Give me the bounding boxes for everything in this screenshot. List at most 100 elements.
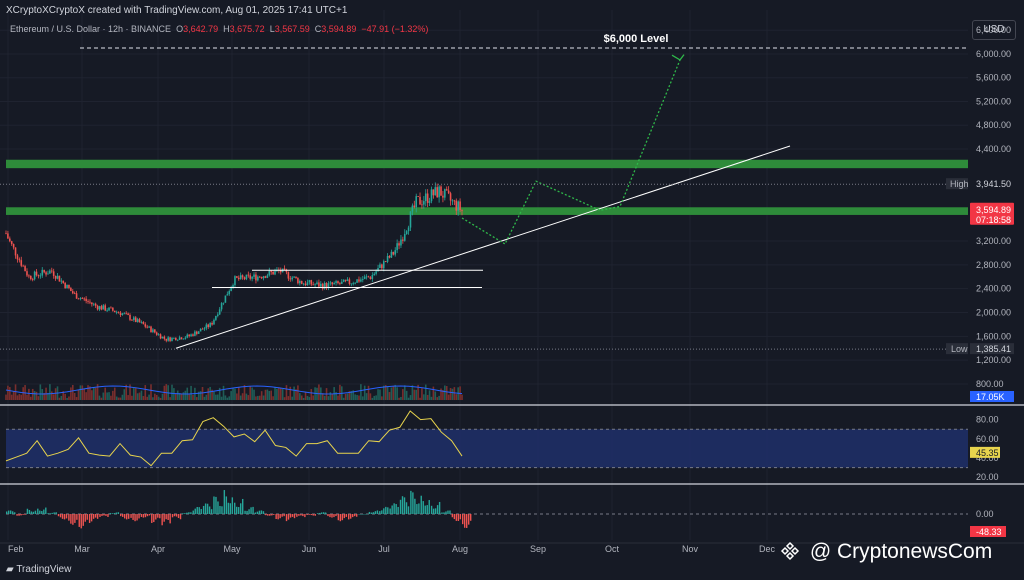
volume-bar bbox=[346, 393, 349, 400]
candle-body bbox=[98, 306, 101, 310]
currency-button[interactable]: USD bbox=[972, 20, 1016, 40]
volume-bar bbox=[388, 392, 391, 400]
volume-bar bbox=[270, 390, 273, 400]
momentum-bar bbox=[289, 514, 292, 518]
momentum-bar bbox=[457, 514, 460, 521]
symbol-title[interactable]: Ethereum / U.S. Dollar · 12h · BINANCE bbox=[10, 24, 172, 34]
trendline bbox=[175, 145, 791, 349]
candle-body bbox=[47, 273, 49, 275]
volume-bar bbox=[197, 391, 200, 400]
volume-bar bbox=[106, 392, 108, 400]
volume-bar bbox=[70, 387, 72, 400]
candle-body bbox=[207, 324, 210, 328]
candle-body bbox=[251, 276, 253, 279]
close-value: 3,594.89 bbox=[321, 24, 357, 34]
momentum-bar bbox=[92, 514, 95, 519]
candle-body bbox=[18, 259, 21, 261]
candle-body bbox=[270, 270, 273, 272]
momentum-bar bbox=[300, 514, 302, 516]
candle-body bbox=[323, 282, 326, 289]
momentum-bar bbox=[86, 514, 88, 520]
momentum-bar bbox=[470, 514, 472, 521]
momentum-bar bbox=[389, 508, 391, 514]
momentum-bar bbox=[310, 514, 312, 516]
candle-body bbox=[148, 326, 150, 328]
volume-bar bbox=[258, 395, 261, 400]
candle-body bbox=[102, 305, 105, 310]
volume-bar bbox=[58, 397, 61, 400]
momentum-bar bbox=[422, 501, 424, 514]
candle-body bbox=[178, 337, 181, 340]
momentum-bar bbox=[65, 514, 68, 519]
candle-body bbox=[310, 280, 313, 285]
candle-body bbox=[224, 295, 227, 303]
candle-body bbox=[12, 244, 15, 248]
momentum-bar bbox=[383, 508, 385, 514]
candle-body bbox=[104, 305, 107, 311]
candle-body bbox=[79, 298, 82, 299]
candle-body bbox=[449, 193, 452, 201]
candle-body bbox=[274, 270, 276, 275]
momentum-bar bbox=[339, 514, 342, 522]
volume-bar bbox=[361, 396, 364, 400]
candle-body bbox=[279, 270, 282, 273]
volume-bar bbox=[239, 395, 242, 400]
candle-body bbox=[407, 227, 410, 232]
rsi-band bbox=[6, 429, 968, 468]
low-label: Low bbox=[951, 344, 968, 354]
momentum-bar bbox=[167, 514, 169, 520]
candle-body bbox=[245, 274, 248, 280]
momentum-bar bbox=[61, 514, 64, 519]
candle-body bbox=[192, 334, 194, 336]
candle-body bbox=[163, 336, 166, 339]
y-tick-label: 2,000.00 bbox=[976, 308, 1011, 318]
volume-bar bbox=[461, 394, 463, 400]
candle-body bbox=[157, 334, 160, 336]
volume-bar bbox=[173, 388, 175, 400]
momentum-bar bbox=[445, 511, 447, 514]
momentum-bar bbox=[277, 514, 279, 520]
momentum-bar bbox=[322, 512, 325, 514]
candle-body bbox=[5, 233, 7, 235]
candle-body bbox=[232, 285, 234, 288]
volume-bar bbox=[403, 385, 406, 400]
candle-body bbox=[155, 332, 158, 335]
volume-bar bbox=[180, 393, 183, 400]
momentum-bar bbox=[428, 500, 430, 514]
momentum-bar bbox=[204, 503, 207, 514]
candle-body bbox=[365, 276, 368, 278]
volume-bar bbox=[110, 395, 112, 400]
volume-value: 17.05K bbox=[976, 392, 1005, 402]
candle-body bbox=[54, 275, 57, 279]
rsi-value: 45.35 bbox=[976, 448, 999, 458]
momentum-bar bbox=[281, 514, 283, 517]
momentum-bar bbox=[208, 506, 211, 514]
candle-body bbox=[262, 276, 265, 279]
volume-bar bbox=[251, 387, 253, 400]
candle-body bbox=[142, 321, 145, 325]
candle-body bbox=[24, 266, 26, 272]
momentum-bar bbox=[320, 512, 323, 514]
momentum-bar bbox=[184, 513, 186, 514]
momentum-bar bbox=[260, 510, 263, 514]
volume-bar bbox=[138, 392, 141, 400]
momentum-bar bbox=[258, 510, 261, 514]
rsi-value-tag bbox=[970, 446, 1000, 458]
momentum-bar bbox=[146, 514, 149, 517]
volume-bar bbox=[39, 384, 42, 400]
momentum-bar bbox=[267, 514, 269, 516]
momentum-bar bbox=[296, 514, 298, 517]
volume-bar bbox=[335, 392, 337, 400]
volume-bar bbox=[228, 396, 231, 400]
volume-bar bbox=[310, 389, 313, 400]
volume-bar bbox=[142, 396, 145, 400]
candle-body bbox=[255, 274, 257, 281]
momentum-bar bbox=[227, 502, 230, 514]
creator-caption: XCryptoXCryptoX created with TradingView… bbox=[6, 5, 348, 16]
candle-body bbox=[182, 338, 185, 340]
momentum-bar bbox=[366, 514, 368, 515]
momentum-bar bbox=[306, 514, 308, 515]
volume-bar bbox=[405, 390, 408, 400]
